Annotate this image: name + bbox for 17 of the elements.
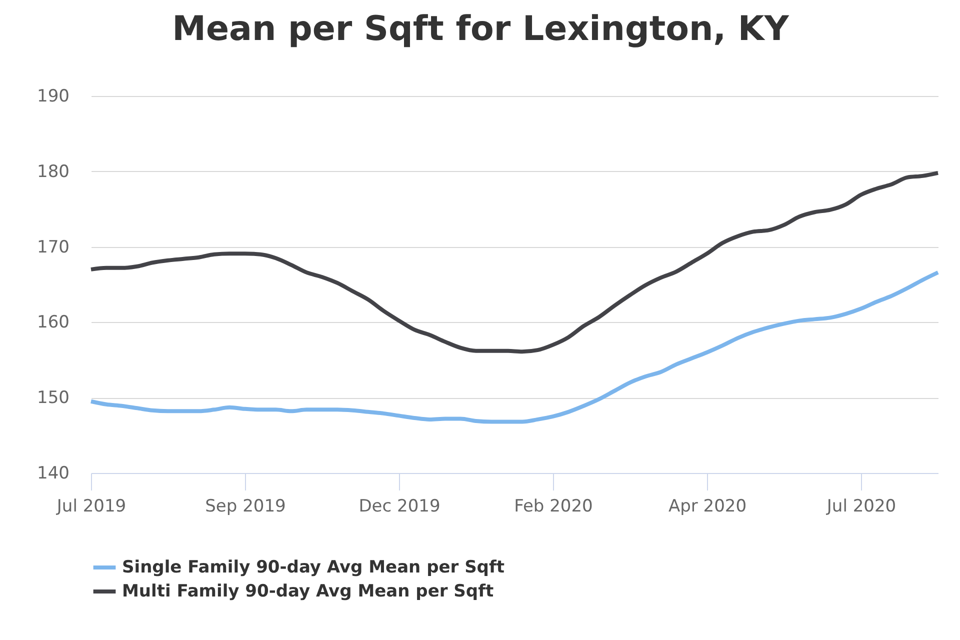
- x-tick-label: Jul 2019: [56, 496, 126, 516]
- x-tick-label: Dec 2019: [358, 496, 440, 516]
- line-series: [89, 270, 940, 424]
- y-tick-label: 140: [37, 464, 70, 484]
- x-tick-label: Sep 2019: [205, 496, 286, 516]
- y-tick-label: 180: [37, 162, 70, 182]
- y-tick-label: 190: [37, 86, 70, 106]
- chart-title: Mean per Sqft for Lexington, KY: [172, 9, 790, 49]
- legend-label: Single Family 90-day Avg Mean per Sqft: [122, 558, 504, 578]
- y-tick-label: 160: [37, 312, 70, 333]
- x-tick-label: Feb 2020: [514, 496, 593, 516]
- x-tick-label: Jul 2020: [826, 496, 896, 516]
- y-tick-label: 170: [37, 237, 70, 258]
- line-series: [89, 170, 940, 354]
- y-tick-label: 150: [37, 388, 70, 408]
- legend-label: Multi Family 90-day Avg Mean per Sqft: [122, 582, 494, 602]
- x-tick-label: Apr 2020: [668, 496, 747, 516]
